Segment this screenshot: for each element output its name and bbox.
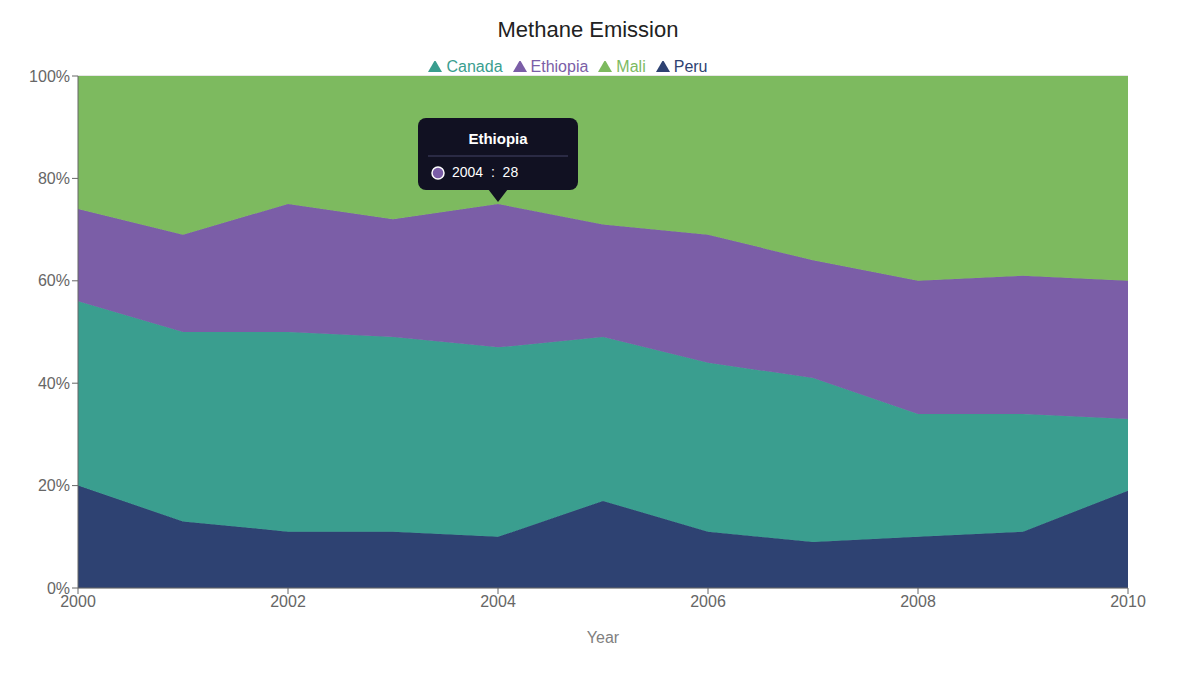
svg-text:40%: 40% <box>38 375 70 392</box>
html-text:Ethiopia: Ethiopia <box>530 58 589 75</box>
svg-text:2010: 2010 <box>1110 593 1146 610</box>
svg-text:60%: 60% <box>38 272 70 289</box>
svg-text:20%: 20% <box>38 477 70 494</box>
svg-text:2000: 2000 <box>60 593 96 611</box>
html-text:Methane Emission: Methane Emission <box>497 17 679 42</box>
svg-text:0%: 0% <box>47 580 70 597</box>
svg-text:2006: 2006 <box>690 593 726 610</box>
svg-text:2004 : 28: 2004 : 28 <box>452 164 518 180</box>
svg-text:80%: 80% <box>38 170 70 187</box>
html-text:Canada: Canada <box>446 58 503 75</box>
svg-text:100%: 100% <box>29 68 70 85</box>
svg-text:Ethiopia: Ethiopia <box>468 130 528 147</box>
html-text:Peru: Peru <box>673 58 708 75</box>
html-text:Mali: Mali <box>616 58 646 75</box>
svg-text:2002: 2002 <box>270 593 306 610</box>
svg-text:2004: 2004 <box>480 593 516 610</box>
svg-text:Year: Year <box>587 629 620 646</box>
svg-text:2008: 2008 <box>900 593 936 610</box>
